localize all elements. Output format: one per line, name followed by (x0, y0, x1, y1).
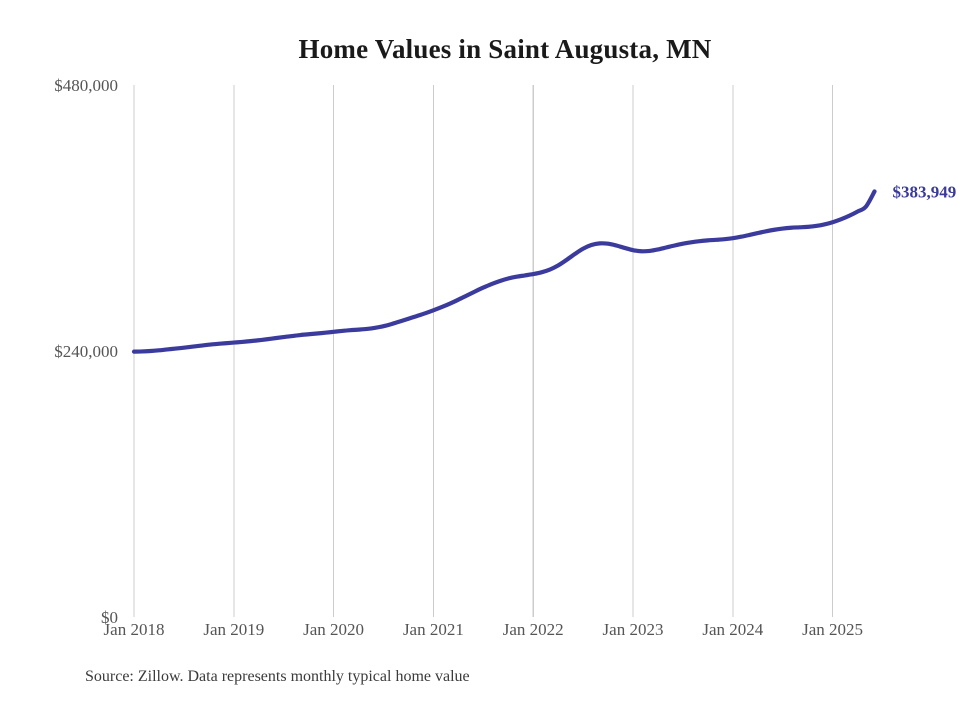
x-tick-label: Jan 2024 (702, 620, 763, 639)
x-axis-tick-labels: Jan 2018 Jan 2019 Jan 2020 Jan 2021 Jan 2022… (104, 620, 864, 639)
chart-title: Home Values in Saint Augusta, MN (299, 34, 712, 64)
x-tick-label: Jan 2025 (802, 620, 863, 639)
x-tick-label: Jan 2020 (303, 620, 364, 639)
end-value-label: $383,949 (893, 182, 957, 201)
y-tick-label: $0 (101, 608, 118, 627)
home-value-series-line (131, 189, 877, 354)
x-tick-label: Jan 2022 (503, 620, 564, 639)
x-tick-label: Jan 2023 (603, 620, 664, 639)
gridlines (133, 85, 834, 617)
x-tick-label: Jan 2019 (203, 620, 264, 639)
y-tick-label: $480,000 (54, 76, 118, 95)
x-tick-label: Jan 2018 (104, 620, 165, 639)
source-note: Source: Zillow. Data represents monthly … (85, 668, 470, 685)
x-tick-label: Jan 2021 (403, 620, 464, 639)
y-tick-label: $240,000 (54, 342, 118, 361)
y-axis-tick-labels: $0 $240,000 $480,000 (54, 76, 118, 627)
